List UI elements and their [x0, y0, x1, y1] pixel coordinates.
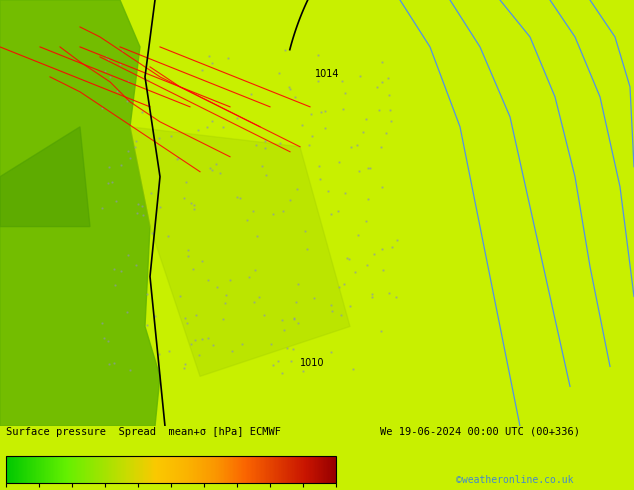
Text: 1014: 1014: [315, 69, 339, 79]
Polygon shape: [0, 0, 160, 426]
Text: Surface pressure  Spread  mean+σ [hPa] ECMWF: Surface pressure Spread mean+σ [hPa] ECM…: [6, 427, 281, 437]
Polygon shape: [130, 127, 350, 376]
Text: ©weatheronline.co.uk: ©weatheronline.co.uk: [456, 474, 574, 485]
Polygon shape: [0, 127, 90, 227]
Text: We 19-06-2024 00:00 UTC (00+336): We 19-06-2024 00:00 UTC (00+336): [380, 427, 580, 437]
Text: 1010: 1010: [300, 358, 325, 368]
